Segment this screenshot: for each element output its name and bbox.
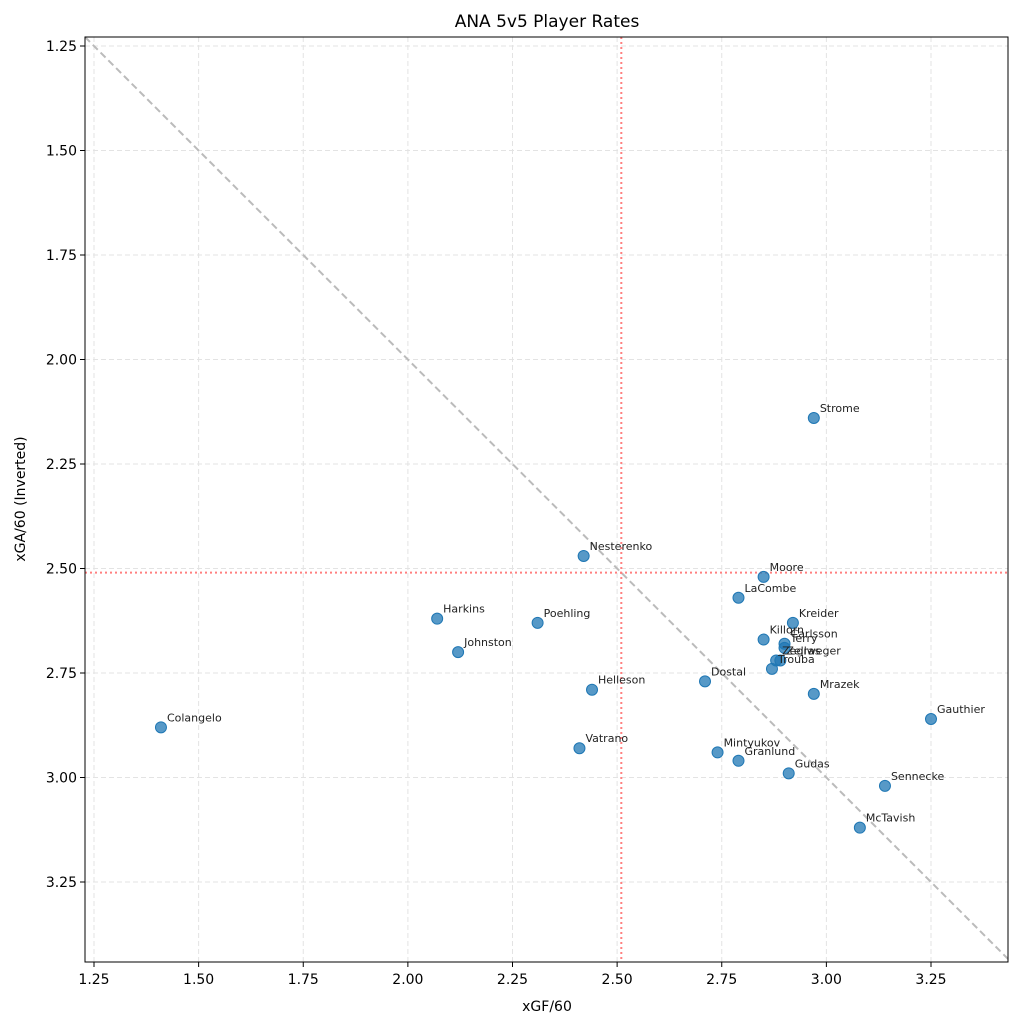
data-point: Mintyukov xyxy=(711,736,781,759)
point-label: Dostal xyxy=(711,665,746,678)
x-tick-label: 2.50 xyxy=(602,972,633,988)
point-label: Harkins xyxy=(443,603,485,616)
data-point: Nesterenko xyxy=(577,540,653,562)
data-point: Colangelo xyxy=(154,711,222,734)
data-point: Kreider xyxy=(786,607,839,629)
data-point: Moore xyxy=(757,561,804,583)
data-point: Killorn xyxy=(757,624,804,646)
data-point: Gudas xyxy=(782,757,830,780)
data-point: Trouba xyxy=(765,653,815,675)
data-point: Strome xyxy=(807,402,860,425)
y-tick-label: 1.25 xyxy=(46,39,77,55)
y-tick-label: 2.00 xyxy=(46,353,77,369)
y-tick-label: 2.75 xyxy=(46,666,77,682)
point-label: Zegras xyxy=(782,644,821,657)
chart-title: ANA 5v5 Player Rates xyxy=(455,12,640,32)
point-label: Strome xyxy=(820,402,860,415)
point-label: Zellweger xyxy=(786,644,841,657)
data-point: Granlund xyxy=(732,745,795,767)
point-label: Killorn xyxy=(770,624,804,637)
data-point: McTavish xyxy=(853,812,915,834)
x-axis-ticks: 1.25 1.50 1.75 2.00 2.25 2.50 2.75 3.00 3.25 xyxy=(78,962,947,988)
point-label: Trouba xyxy=(777,653,815,666)
point-label: Mrazek xyxy=(820,678,860,691)
grid-lines xyxy=(85,37,1008,962)
x-tick-label: 2.00 xyxy=(392,972,423,988)
point-label: Johnston xyxy=(463,636,512,649)
data-point: Helleson xyxy=(586,674,645,696)
x-tick-label: 3.25 xyxy=(915,972,946,988)
x-tick-label: 1.25 xyxy=(78,972,109,988)
point-label: Nesterenko xyxy=(590,540,653,553)
point-label: Vatrano xyxy=(585,732,628,745)
data-point: Gauthier xyxy=(925,703,985,725)
y-tick-label: 3.25 xyxy=(46,875,77,891)
point-label: Terry xyxy=(790,632,818,645)
point-label: Poehling xyxy=(544,607,591,620)
y-tick-label: 1.50 xyxy=(46,144,77,160)
y-tick-label: 3.00 xyxy=(46,771,77,787)
data-point: Terry xyxy=(778,632,818,654)
point-label: Gudas xyxy=(795,757,830,770)
x-tick-label: 3.00 xyxy=(811,972,842,988)
point-label: Granlund xyxy=(744,745,795,758)
data-point: Zegras xyxy=(770,644,821,667)
y-axis-ticks: 1.25 1.50 1.75 2.00 2.25 2.50 2.75 3.00 3.25 xyxy=(46,39,85,891)
point-label: Moore xyxy=(770,561,804,574)
point-label: McTavish xyxy=(866,812,915,825)
point-label: Sennecke xyxy=(891,770,944,783)
point-label: LaCombe xyxy=(744,582,796,595)
point-label: Colangelo xyxy=(167,711,222,724)
data-point: LaCombe xyxy=(732,582,796,604)
data-point: Sennecke xyxy=(878,770,944,792)
point-label: Gauthier xyxy=(937,703,985,716)
y-axis-label: xGA/60 (Inverted) xyxy=(13,436,29,561)
point-label: Mintyukov xyxy=(724,736,781,749)
plot-frame xyxy=(84,36,1009,963)
point-label: Helleson xyxy=(598,674,645,687)
data-point: Vatrano xyxy=(573,732,628,755)
data-point: Harkins xyxy=(431,603,485,625)
data-point: Dostal xyxy=(699,665,746,688)
data-point: Mrazek xyxy=(807,678,860,700)
y-tick-label: 2.50 xyxy=(46,562,77,578)
y-tick-label: 1.75 xyxy=(46,248,77,264)
y-tick-label: 2.25 xyxy=(46,457,77,473)
x-axis-label: xGF/60 xyxy=(522,999,572,1015)
x-tick-label: 2.25 xyxy=(497,972,528,988)
x-tick-label: 1.50 xyxy=(183,972,214,988)
data-point: Johnston xyxy=(452,636,512,659)
point-label: Carlsson xyxy=(791,628,838,641)
point-label: Kreider xyxy=(799,607,839,620)
data-point: Poehling xyxy=(531,607,591,629)
x-tick-label: 2.75 xyxy=(706,972,737,988)
reference-lines xyxy=(84,36,1009,962)
x-tick-label: 1.75 xyxy=(288,972,319,988)
